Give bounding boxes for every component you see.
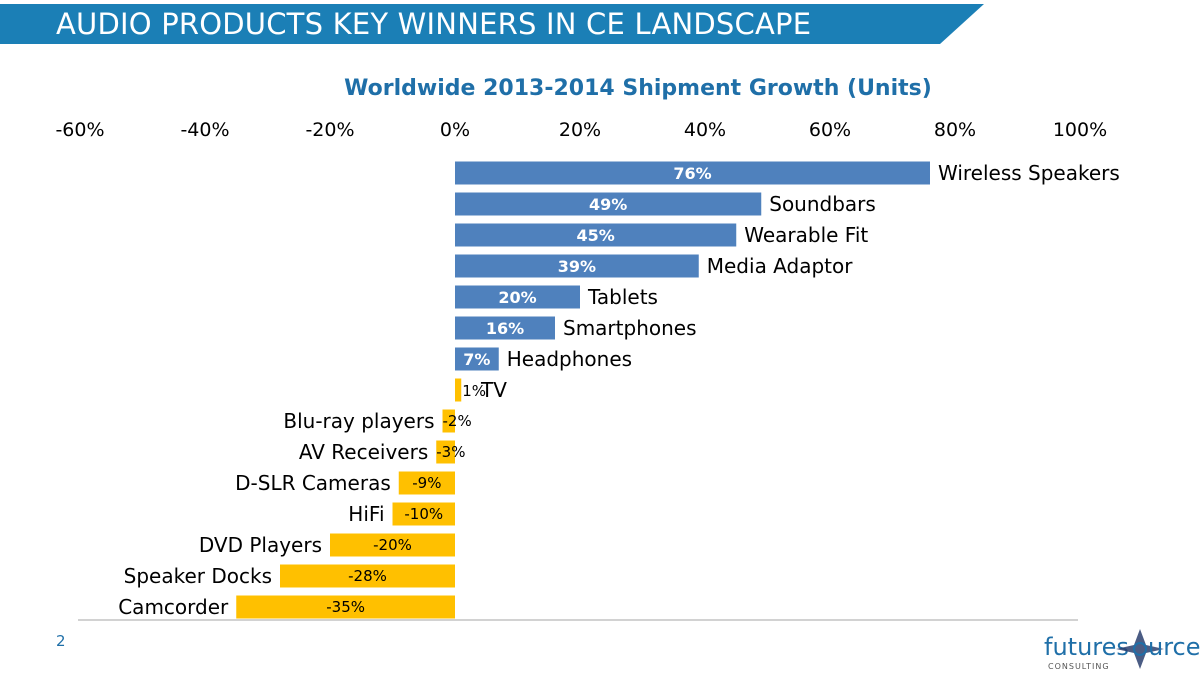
data-label: 76% — [673, 164, 711, 183]
category-label: D-SLR Cameras — [235, 471, 391, 495]
futuresource-logo: futures urce CONSULTING — [1044, 629, 1200, 671]
data-label: 49% — [589, 195, 627, 214]
data-label: -20% — [373, 536, 412, 554]
category-label: Wearable Fit — [744, 223, 868, 247]
data-label: -10% — [404, 505, 443, 523]
category-label: Speaker Docks — [124, 564, 272, 588]
slide-title: AUDIO PRODUCTS KEY WINNERS IN CE LANDSCA… — [56, 7, 812, 41]
data-label: -2% — [443, 412, 472, 430]
x-tick-label: -40% — [180, 119, 229, 141]
category-label: HiFi — [348, 502, 384, 526]
category-label: Tablets — [587, 285, 658, 309]
x-tick-label: 20% — [559, 119, 601, 141]
bar — [330, 533, 455, 557]
data-label: 16% — [486, 319, 524, 338]
category-label: AV Receivers — [299, 440, 428, 464]
page-number: 2 — [56, 632, 66, 650]
bar — [280, 564, 455, 588]
category-label: TV — [480, 378, 507, 402]
bar — [442, 409, 455, 433]
bar — [455, 316, 555, 340]
data-label: -9% — [412, 474, 441, 492]
data-label: -28% — [348, 567, 387, 585]
bar — [455, 161, 930, 185]
bar — [436, 440, 455, 464]
bar — [398, 471, 455, 495]
banner-shape — [0, 4, 984, 44]
bar — [455, 378, 462, 402]
data-label: 1% — [462, 382, 486, 400]
data-label: 20% — [498, 288, 536, 307]
logo-star-icon — [1116, 629, 1164, 669]
bar — [455, 254, 699, 278]
category-label: DVD Players — [199, 533, 322, 557]
data-label: 7% — [463, 350, 490, 369]
data-label: 45% — [576, 226, 614, 245]
x-tick-label: -20% — [305, 119, 354, 141]
data-label: -35% — [326, 598, 365, 616]
bar — [236, 595, 455, 619]
title-banner — [0, 4, 984, 44]
bar — [455, 347, 499, 371]
x-tick-label: 0% — [440, 119, 470, 141]
category-label: Blu-ray players — [283, 409, 434, 433]
bar — [455, 223, 737, 247]
bar — [392, 502, 455, 526]
bar — [455, 285, 580, 309]
category-label: Smartphones — [563, 316, 697, 340]
data-label: 39% — [558, 257, 596, 276]
x-tick-label: -60% — [55, 119, 104, 141]
logo-subtext: CONSULTING — [1048, 662, 1110, 671]
logo-text-left: futures — [1044, 633, 1129, 661]
x-tick-label: 60% — [809, 119, 851, 141]
category-label: Camcorder — [118, 595, 229, 619]
x-tick-label: 40% — [684, 119, 726, 141]
category-label: Soundbars — [769, 192, 876, 216]
x-tick-label: 80% — [934, 119, 976, 141]
category-label: Media Adaptor — [707, 254, 853, 278]
category-label: Headphones — [507, 347, 632, 371]
chart-title: Worldwide 2013-2014 Shipment Growth (Uni… — [344, 76, 932, 101]
category-label: Wireless Speakers — [938, 161, 1120, 185]
data-label: -3% — [436, 443, 465, 461]
logo-text-right: urce — [1148, 633, 1200, 661]
x-tick-label: 100% — [1053, 119, 1107, 141]
bar — [455, 192, 762, 216]
